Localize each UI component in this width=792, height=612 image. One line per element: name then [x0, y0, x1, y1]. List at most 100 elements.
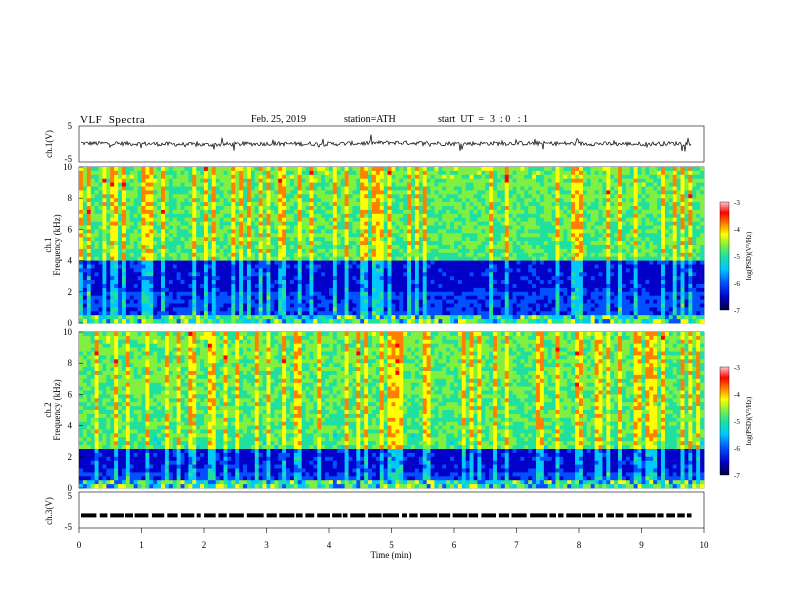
spectrogram-cell	[465, 186, 470, 191]
spectrogram-cell	[422, 280, 427, 285]
spectrogram-cell	[356, 299, 361, 304]
spectrogram-cell	[465, 299, 470, 304]
spectrogram-cell	[536, 303, 541, 308]
spectrogram-cell	[313, 229, 318, 234]
spectrogram-cell	[172, 167, 177, 172]
spectrogram-cell	[114, 217, 119, 222]
spectrogram-cell	[153, 299, 158, 304]
spectrogram-cell	[442, 233, 447, 238]
spectrogram-cell	[157, 291, 162, 296]
spectrogram-cell	[286, 260, 291, 265]
spectrogram-cell	[371, 303, 377, 308]
spectrogram-cell	[153, 229, 158, 234]
spectrogram-cell	[313, 299, 318, 304]
spectrogram-cell	[340, 182, 345, 187]
spectrogram-cell	[360, 287, 365, 293]
spectrogram-cell	[149, 167, 154, 172]
spectrogram-cell	[473, 170, 478, 176]
spectrogram-cell	[493, 229, 498, 234]
spectrogram-cell	[539, 264, 545, 269]
spectrogram-cell	[512, 202, 517, 207]
spectrogram-cell	[196, 315, 201, 320]
spectrogram-cell	[469, 217, 474, 222]
spectrogram-cell	[86, 315, 92, 320]
spectrogram-cell	[293, 311, 299, 316]
spectrogram-cell	[266, 268, 271, 273]
spectrogram-cell	[442, 186, 447, 191]
spectrogram-cell	[137, 248, 142, 254]
spectrogram-cell	[297, 209, 302, 215]
spectrogram-cell	[325, 252, 330, 257]
spectrogram-cell	[141, 287, 146, 293]
spectrogram-cell	[301, 248, 306, 254]
spectrogram-cell	[289, 245, 295, 250]
spectrogram-cell	[211, 303, 217, 308]
spectrogram-cell	[496, 206, 502, 211]
spectrogram-cell	[110, 198, 115, 203]
spectrogram-cell	[512, 194, 517, 199]
spectrogram-cell	[348, 307, 353, 312]
spectrogram-cell	[461, 229, 467, 234]
spectrogram-cell	[289, 276, 295, 281]
spectrogram-cell	[297, 252, 302, 257]
spectrogram-cell	[383, 256, 388, 261]
spectrogram-cell	[301, 174, 306, 179]
spectrogram-cell	[125, 233, 131, 238]
spectrogram-cell	[430, 213, 435, 218]
spectrogram-cell	[184, 198, 189, 203]
spectrogram-cell	[125, 291, 131, 296]
spectrogram-cell	[329, 280, 334, 285]
spectrogram-cell	[180, 233, 185, 238]
spectrogram-cell	[254, 295, 259, 300]
spectrogram-cell	[200, 178, 205, 183]
spectrogram-cell	[524, 241, 529, 246]
spectrogram-cell	[430, 245, 435, 250]
spectrogram-cell	[442, 315, 447, 320]
spectrogram-cell	[149, 194, 154, 199]
spectrogram-cell	[450, 248, 455, 254]
spectrogram-cell	[246, 287, 252, 293]
spectrogram-cell	[332, 233, 338, 238]
spectrogram-cell	[145, 182, 150, 187]
spectrogram-cell	[219, 272, 224, 277]
spectrogram-cell	[336, 202, 342, 207]
spectrogram-cell	[512, 225, 517, 230]
spectrogram-cell	[274, 284, 279, 289]
spectrogram-cell	[313, 213, 318, 218]
spectrogram-cell	[114, 209, 119, 215]
spectrogram-cell	[496, 248, 502, 254]
spectrogram-cell	[524, 245, 529, 250]
spectrogram-cell	[297, 225, 302, 230]
spectrogram-cell	[391, 307, 396, 312]
spectrogram-cell	[258, 194, 263, 199]
spectrogram-cell	[532, 186, 537, 191]
spectrogram-cell	[395, 287, 400, 293]
spectrogram-cell	[411, 248, 416, 254]
spectrogram-cell	[555, 245, 560, 250]
spectrogram-cell	[161, 167, 166, 172]
spectrogram-cell	[246, 182, 252, 187]
spectrogram-cell	[438, 229, 443, 234]
spectrogram-cell	[270, 217, 275, 222]
spectrogram-cell	[454, 260, 459, 265]
spectrogram-cell	[239, 209, 244, 215]
spectrogram-cell	[161, 264, 166, 269]
spectrogram-cell	[332, 307, 338, 312]
spectrogram-cell	[524, 178, 529, 183]
spectrogram-cell	[297, 272, 302, 277]
spectrogram-cell	[313, 311, 318, 316]
spectrogram-cell	[399, 315, 404, 320]
spectrogram-cell	[551, 225, 556, 230]
spectrogram-cell	[211, 174, 217, 179]
spectrogram-cell	[356, 217, 361, 222]
spectrogram-cell	[305, 198, 310, 203]
spectrogram-cell	[243, 280, 248, 285]
spectrogram-cell	[414, 182, 420, 187]
spectrogram-cell	[86, 260, 92, 265]
spectrogram-cell	[352, 280, 357, 285]
spectrogram-cell	[282, 280, 287, 285]
spectrogram-cell	[508, 303, 513, 308]
spectrogram-cell	[528, 280, 533, 285]
spectrogram-cell	[344, 202, 349, 207]
spectrogram-cell	[371, 280, 377, 285]
